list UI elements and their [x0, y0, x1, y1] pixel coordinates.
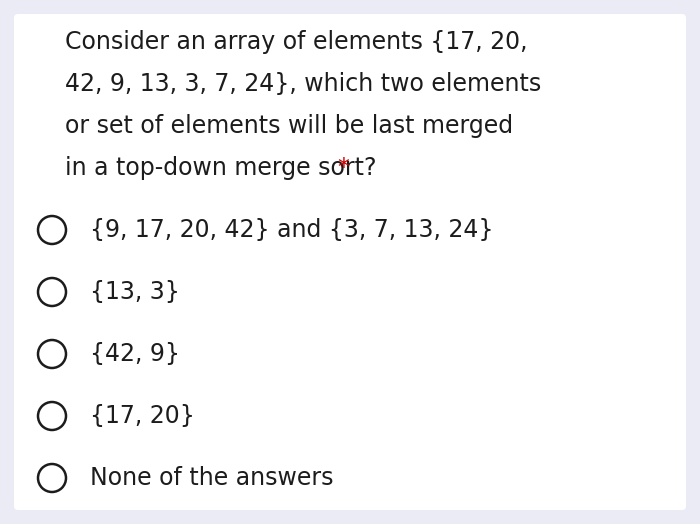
Text: *: *	[337, 156, 349, 180]
Text: None of the answers: None of the answers	[90, 466, 333, 490]
Text: 42, 9, 13, 3, 7, 24}, which two elements: 42, 9, 13, 3, 7, 24}, which two elements	[65, 72, 541, 96]
Text: {17, 20}: {17, 20}	[90, 404, 195, 428]
Text: Consider an array of elements {17, 20,: Consider an array of elements {17, 20,	[65, 30, 528, 54]
Text: in a top-down merge sort?: in a top-down merge sort?	[65, 156, 384, 180]
Text: {42, 9}: {42, 9}	[90, 342, 180, 366]
FancyBboxPatch shape	[14, 14, 686, 510]
Text: {9, 17, 20, 42} and {3, 7, 13, 24}: {9, 17, 20, 42} and {3, 7, 13, 24}	[90, 218, 494, 242]
Text: {13, 3}: {13, 3}	[90, 280, 180, 304]
Text: or set of elements will be last merged: or set of elements will be last merged	[65, 114, 513, 138]
